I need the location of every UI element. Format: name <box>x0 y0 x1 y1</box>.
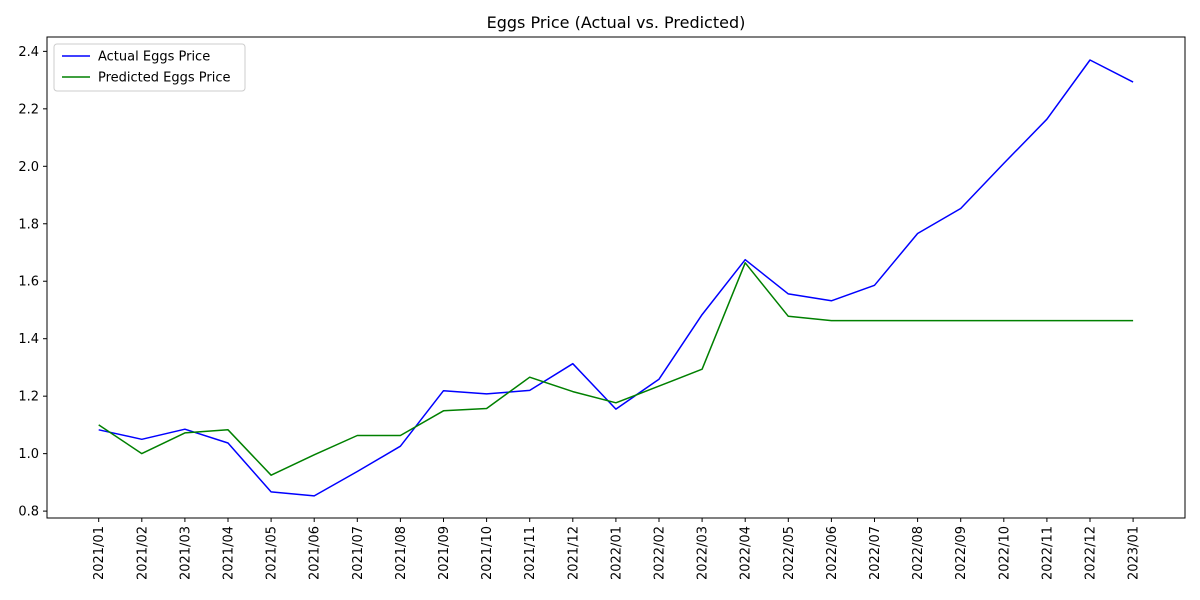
legend-label-predicted: Predicted Eggs Price <box>98 71 231 86</box>
x-tick-label: 2021/03 <box>178 526 193 580</box>
x-tick-label: 2021/11 <box>523 526 538 580</box>
x-tick-label: 2022/02 <box>653 526 668 580</box>
y-tick-label: 1.0 <box>18 447 39 462</box>
x-tick-label: 2022/09 <box>954 526 969 580</box>
chart-title: Eggs Price (Actual vs. Predicted) <box>487 13 746 32</box>
x-tick-label: 2022/08 <box>911 526 926 580</box>
x-tick-label: 2023/01 <box>1127 526 1142 580</box>
y-tick-label: 2.4 <box>18 45 39 60</box>
x-tick-label: 2022/06 <box>825 526 840 580</box>
series-line-actual <box>98 59 1134 497</box>
x-tick-label: 2022/12 <box>1084 526 1099 580</box>
y-tick-label: 2.0 <box>18 160 39 175</box>
y-tick-label: 2.2 <box>18 102 39 117</box>
x-tick-label: 2021/06 <box>308 526 323 580</box>
x-tick-label: 2021/07 <box>351 526 366 580</box>
x-axis: 2021/01 2021/02 2021/03 2021/04 2021/05 2021/… <box>92 518 1142 580</box>
x-tick-label: 2021/02 <box>135 526 150 580</box>
x-tick-label: 2021/05 <box>265 526 280 580</box>
x-tick-label: 2021/09 <box>437 526 452 580</box>
x-tick-label: 2021/08 <box>394 526 409 580</box>
series-line-predicted <box>98 262 1134 476</box>
x-tick-label: 2021/04 <box>222 526 237 580</box>
x-tick-label: 2022/07 <box>868 526 883 580</box>
x-tick-label: 2022/01 <box>609 526 624 580</box>
x-tick-label: 2021/12 <box>566 526 581 580</box>
legend-label-actual: Actual Eggs Price <box>98 50 210 65</box>
y-tick-label: 1.2 <box>18 390 39 405</box>
series-layer <box>98 59 1134 497</box>
y-tick-label: 1.6 <box>18 275 39 290</box>
x-tick-label: 2022/04 <box>739 526 754 580</box>
y-axis: 0.8 1.0 1.2 1.4 1.6 1.8 2.0 2.2 2.4 <box>18 45 47 520</box>
x-tick-label: 2022/05 <box>782 526 797 580</box>
x-tick-label: 2022/10 <box>997 526 1012 580</box>
y-tick-label: 1.4 <box>18 332 39 347</box>
y-tick-label: 1.8 <box>18 217 39 232</box>
x-tick-label: 2022/11 <box>1040 526 1055 580</box>
x-tick-label: 2022/03 <box>696 526 711 580</box>
plot-frame <box>46 36 1186 519</box>
legend-box <box>53 43 246 92</box>
x-tick-label: 2021/01 <box>92 526 107 580</box>
x-tick-label: 2021/10 <box>480 526 495 580</box>
y-tick-label: 0.8 <box>18 505 39 520</box>
legend: Actual Eggs Price Predicted Eggs Price <box>53 43 246 92</box>
